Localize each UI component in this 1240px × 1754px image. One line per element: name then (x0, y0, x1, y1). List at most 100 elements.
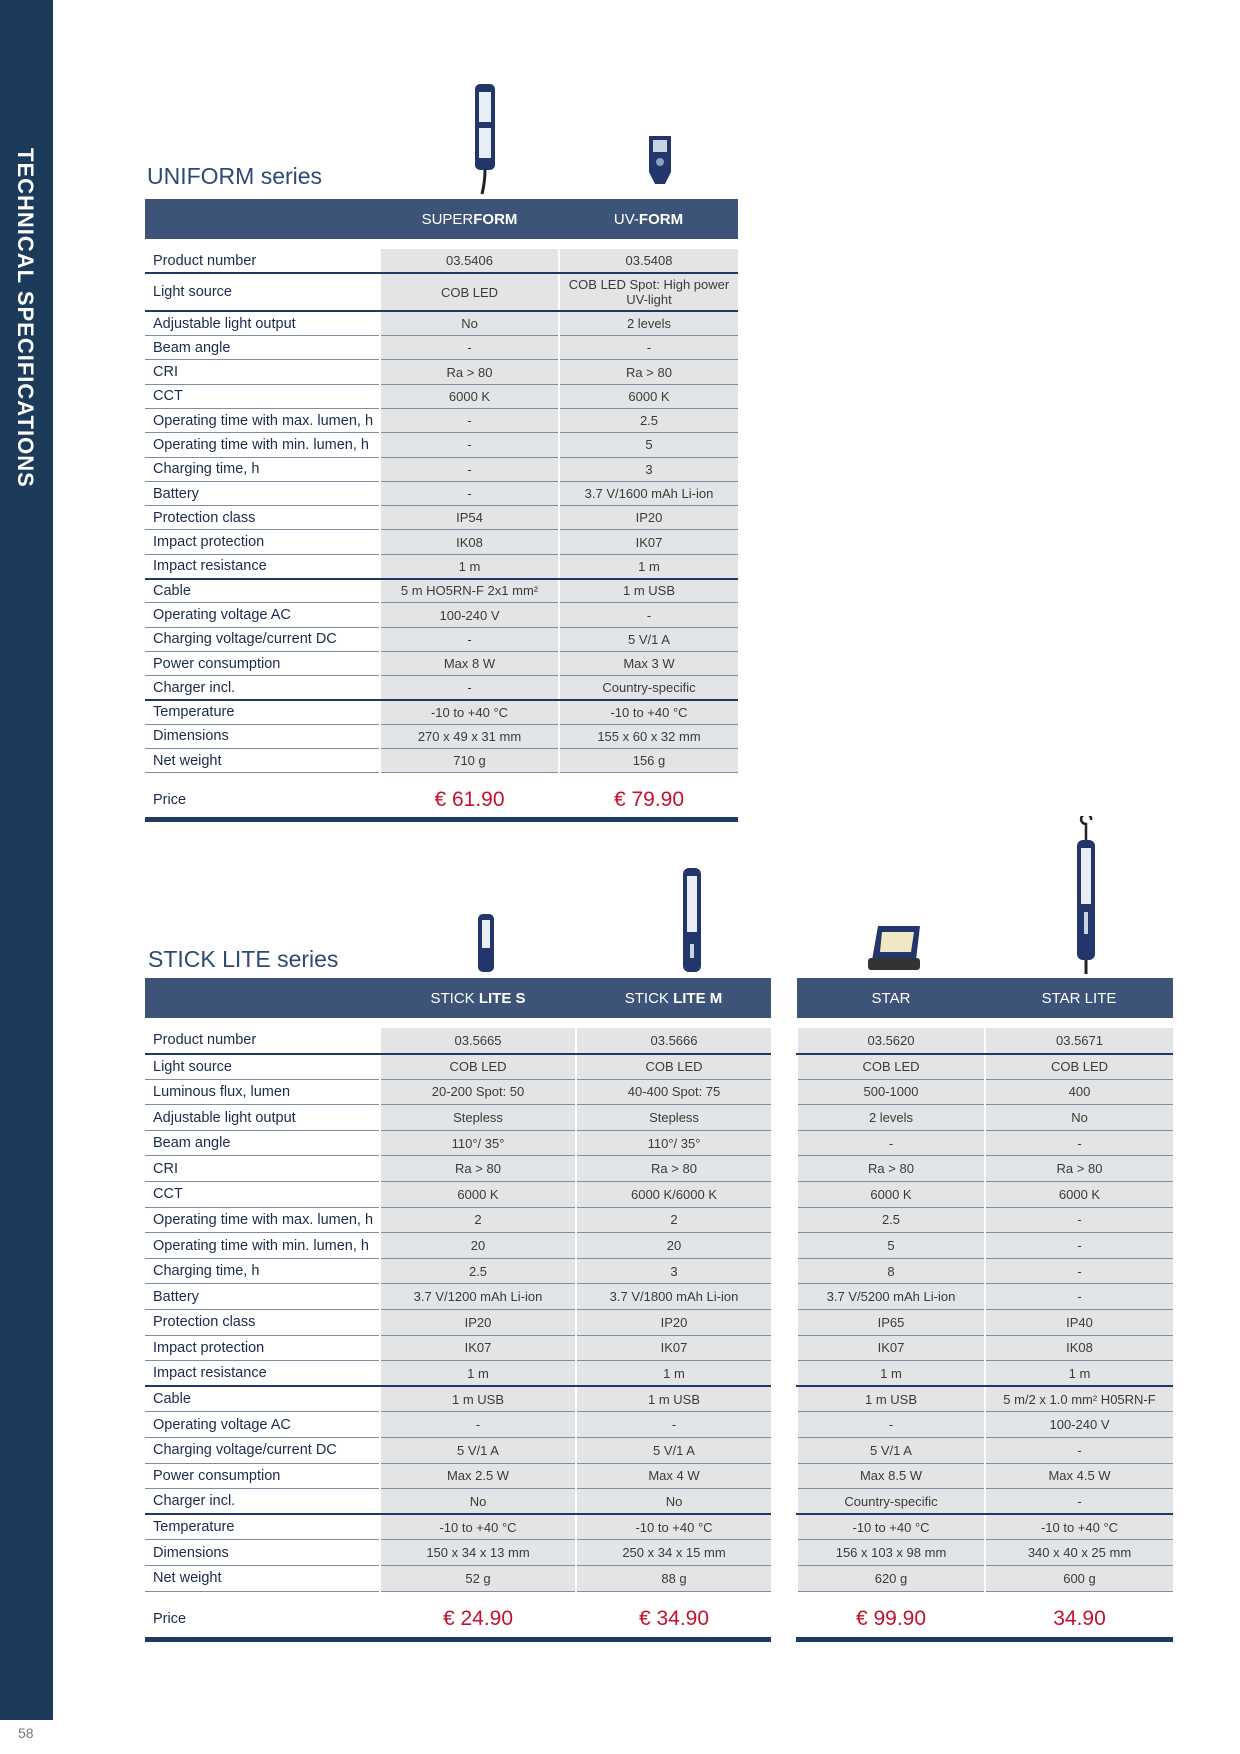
row-label: Operating time with max. lumen, h (145, 1207, 380, 1234)
spec-value: -10 to +40 °C (575, 1514, 771, 1541)
spec-value: Max 8.5 W (796, 1463, 985, 1490)
spec-value: 1 m USB (575, 1386, 771, 1413)
row-label: Protection class (145, 1309, 380, 1336)
spec-value: 5 V/1 A (575, 1437, 771, 1464)
row-label: Battery (145, 1283, 380, 1311)
row-label: Operating time with min. lumen, h (145, 1232, 380, 1259)
sidebar-title: TECHNICAL SPECIFICATIONS (13, 148, 38, 488)
spec-value: 3.7 V/1600 mAh Li-ion (558, 481, 738, 507)
row-label: Net weight (145, 748, 380, 774)
spec-value: Country-specific (558, 675, 738, 702)
sticklite-series-title: STICK LITE series (148, 946, 339, 972)
spec-value: -10 to +40 °C (379, 700, 559, 725)
spec-value: 3 (558, 457, 738, 482)
spec-value: 620 g (796, 1565, 985, 1592)
price-row: Price € 24.90 € 34.90 (145, 1601, 771, 1643)
row-label: Adjustable light output (145, 311, 380, 337)
row-label: Luminous flux, lumen (145, 1079, 380, 1106)
star-spec-table: STAR STAR LITE 03.5620 03.5671 COB LED COB … (796, 978, 1173, 1643)
row-label: Charger incl. (145, 1488, 380, 1516)
table-header-row: STAR STAR LITE (797, 978, 1173, 1018)
table-row: Charging time, h-3 (145, 457, 738, 482)
row-label: Impact protection (145, 529, 380, 555)
table-row: CCT 6000 K 6000 K (145, 384, 738, 409)
row-label: Beam angle (145, 1130, 380, 1157)
price-row: € 99.90 34.90 (796, 1601, 1173, 1643)
price-value: € 61.90 (379, 783, 559, 822)
spec-value: Ra > 80 (575, 1155, 771, 1183)
sidebar: TECHNICAL SPECIFICATIONS (0, 0, 53, 1720)
table-row: Charging time, h 2.5 3 (145, 1258, 771, 1285)
table-row: Cable 1 m USB 1 m USB (145, 1386, 771, 1413)
spec-value: - (379, 408, 559, 434)
spec-value: 110°/ 35° (379, 1130, 576, 1157)
spec-value: No (984, 1104, 1173, 1131)
row-label: Battery (145, 481, 380, 507)
table-row: Operating time with min. lumen, h 20 20 (145, 1232, 771, 1259)
row-label: Cable (145, 578, 380, 604)
table-row: IP65 IP40 (796, 1309, 1173, 1336)
spec-value: - (379, 457, 559, 482)
spec-value: 1 m USB (796, 1386, 985, 1413)
row-label: Impact resistance (145, 1360, 380, 1388)
table-row: 500-1000 400 (796, 1079, 1173, 1106)
table-spacer (145, 1591, 771, 1602)
spec-value: Ra > 80 (379, 359, 559, 385)
row-label: Product number (145, 249, 380, 275)
spec-value: 5 V/1 A (558, 627, 738, 652)
spec-value: - (379, 481, 559, 507)
spec-value: IP54 (379, 505, 559, 531)
spec-value: COB LED (379, 1053, 576, 1080)
spec-value: - (379, 627, 559, 652)
product-name: STAR LITE (1041, 989, 1117, 1007)
spec-value: 03.5665 (379, 1028, 576, 1055)
spec-value: IP20 (558, 505, 738, 531)
table-row: Net weight 710 g 156 g (145, 748, 738, 774)
table-row: Operating voltage AC - - (145, 1411, 771, 1438)
row-label: Operating time with min. lumen, h (145, 432, 380, 458)
price-row: Price € 61.90 € 79.90 (145, 783, 738, 822)
uv-form-product-image (649, 136, 671, 184)
spec-value: 5 m/2 x 1.0 mm² H05RN-F (984, 1386, 1173, 1413)
spec-value: - (984, 1283, 1173, 1311)
spec-value: 1 m (379, 1360, 576, 1388)
header-label-cell (145, 978, 380, 1018)
spec-value: IK08 (379, 529, 559, 555)
price-value: € 99.90 (796, 1601, 985, 1643)
product-name-light: SUPER (421, 210, 474, 228)
table-row: Product number 03.5665 03.5666 (145, 1028, 771, 1055)
spec-value: 2.5 (796, 1207, 985, 1234)
table-row: Adjustable light output Stepless Stepless (145, 1104, 771, 1131)
table-row: Operating voltage AC 100-240 V- (145, 602, 738, 628)
spec-value: IK07 (379, 1335, 576, 1362)
spec-value: 710 g (379, 748, 559, 774)
spec-value: 3 (575, 1258, 771, 1285)
spec-value: 2 (379, 1207, 576, 1234)
spec-value: - (379, 1411, 576, 1438)
row-label: Power consumption (145, 1463, 380, 1490)
table-row: Power consumption Max 2.5 W Max 4 W (145, 1463, 771, 1490)
spec-value: -10 to +40 °C (558, 700, 738, 725)
spec-value: 100-240 V (379, 602, 559, 628)
table-row: CRI Ra > 80 Ra > 80 (145, 1155, 771, 1183)
price-value: 34.90 (984, 1601, 1173, 1643)
spec-value: 1 m (558, 554, 738, 580)
spec-value: 6000 K/6000 K (575, 1181, 771, 1208)
spec-value: 2 levels (558, 311, 738, 337)
spec-value: - (984, 1207, 1173, 1234)
spec-value: COB LED (379, 273, 559, 313)
product-name-bold: FORM (473, 210, 518, 228)
spec-value: -10 to +40 °C (379, 1514, 576, 1541)
row-label: Charger incl. (145, 675, 380, 702)
table-row: 6000 K 6000 K (796, 1181, 1173, 1208)
row-label: Temperature (145, 1514, 380, 1541)
table-row: 5 V/1 A- (796, 1437, 1173, 1464)
header-star-lite: STAR LITE (985, 978, 1173, 1018)
product-name-light: UV- (613, 210, 639, 228)
spec-value: 3.7 V/1800 mAh Li-ion (575, 1283, 771, 1311)
product-name-bold: LITE S (478, 989, 526, 1007)
spec-value: IK07 (575, 1335, 771, 1362)
header-label-cell (145, 199, 380, 239)
spec-value: 6000 K (984, 1181, 1173, 1208)
spec-value: 1 m USB (558, 578, 738, 604)
